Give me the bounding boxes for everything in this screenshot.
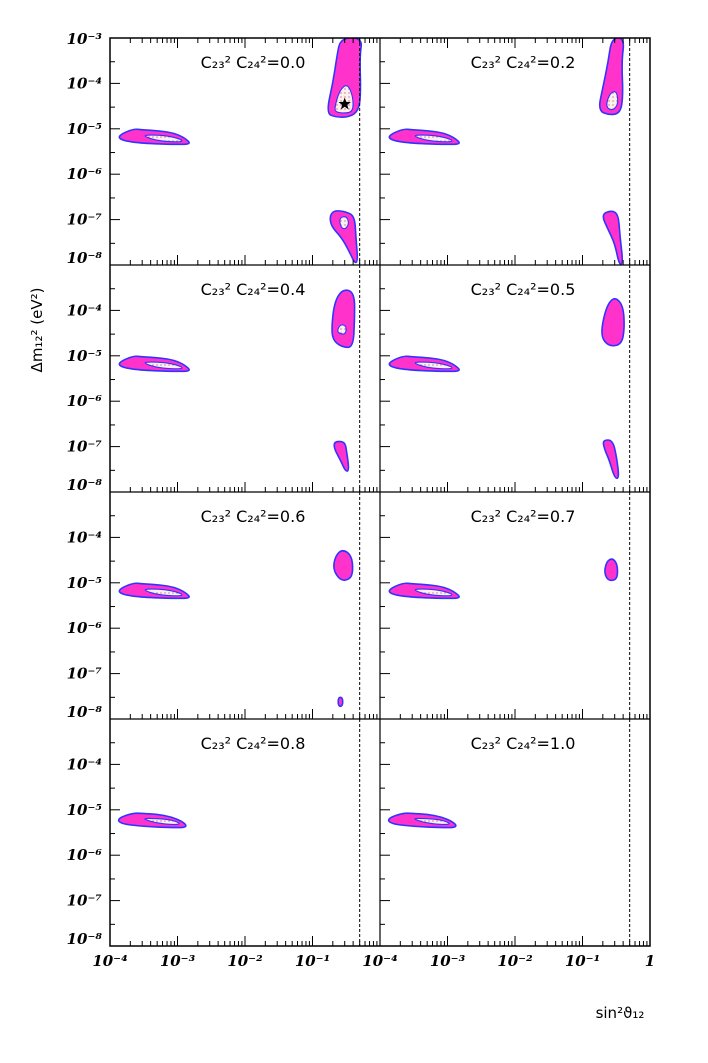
panel-3-region-3-outer	[602, 439, 620, 480]
y-tick-label-row3-2: 10⁻⁵	[67, 801, 103, 819]
panel-4-regions	[118, 549, 354, 708]
panel-0-region-4-outer	[329, 210, 359, 264]
y-tick-label-row2-4: 10⁻⁷	[67, 665, 103, 683]
y-tick-label-row3-4: 10⁻⁷	[67, 892, 103, 910]
panel-5-region-1-inner	[414, 588, 453, 597]
x-tick-label-col1-1: 10⁻³	[430, 952, 466, 970]
panel-5-region-2-outer	[604, 558, 619, 582]
panel-5-regions	[388, 558, 619, 600]
y-tick-label-top: 10⁻³	[67, 30, 103, 48]
panel-1-region-3-inner	[606, 91, 619, 111]
panel-3-region-2-outer	[601, 298, 625, 347]
panel-4-region-1-inner	[144, 588, 183, 597]
y-tick-label-row2-1: 10⁻⁴	[67, 528, 102, 546]
y-tick-label-row3-5: 10⁻⁸	[67, 930, 103, 948]
y-tick-label-row1-2: 10⁻⁵	[67, 347, 103, 365]
panel-3-regions	[388, 298, 625, 480]
x-tick-label-col0-1: 10⁻³	[160, 952, 196, 970]
panel-3-title: C₂₃² C₂₄²=0.5	[471, 280, 576, 299]
panel-7-region-1-inner	[414, 817, 450, 825]
y-tick-label-row0-1: 10⁻⁴	[67, 74, 102, 92]
y-tick-label-row1-5: 10⁻⁸	[67, 476, 103, 494]
x-axis-label: sin²ϑ₁₂	[596, 1004, 645, 1022]
panel-1-title: C₂₃² C₂₄²=0.2	[471, 53, 576, 72]
x-tick-label-col0-3: 10⁻¹	[295, 952, 330, 970]
panel-1-regions	[388, 38, 625, 265]
panel-0-regions	[118, 38, 363, 264]
x-tick-label-col1-0: 10⁻⁴	[362, 952, 397, 970]
x-tick-labels: 10⁻⁴ 10⁻³ 10⁻² 10⁻¹ 10⁻⁴ 10⁻³ 10⁻² 10⁻¹ 1	[92, 952, 655, 970]
y-tick-label-row2-5: 10⁻⁸	[67, 703, 103, 721]
panel-4-region-3-outer	[337, 696, 344, 708]
y-tick-label-row0-5: 10⁻⁸	[67, 249, 103, 267]
x-tick-label-col1-4: 1	[645, 952, 655, 970]
y-tick-label-row1-4: 10⁻⁷	[67, 438, 103, 456]
panel-2-region-2-outer	[331, 289, 356, 349]
panel-2-region-3-inner	[337, 324, 347, 335]
x-tick-label-col0-2: 10⁻²	[227, 952, 263, 970]
panel-1-region-1-inner	[414, 134, 453, 143]
panel-6-regions	[117, 812, 187, 829]
panel-6-region-1-inner	[144, 817, 180, 825]
panel-3-region-1-inner	[414, 361, 453, 370]
y-tick-label-row0-3: 10⁻⁶	[67, 165, 103, 183]
panel-7-title: C₂₃² C₂₄²=1.0	[471, 734, 576, 753]
contour-regions	[117, 38, 625, 829]
y-tick-label-row0-2: 10⁻⁵	[67, 120, 103, 138]
y-tick-labels: 10⁻³ 10⁻⁴ 10⁻⁵ 10⁻⁶ 10⁻⁷ 10⁻⁸ 10⁻⁴ 10⁻⁵ 10⁻⁶ 10⁻⁷…	[67, 30, 103, 948]
panel-2-region-4-outer	[333, 440, 350, 472]
panel-7-regions	[387, 812, 457, 829]
y-axis-label: Δm₁₂² (eV²)	[28, 288, 46, 373]
y-tick-label-row3-1: 10⁻⁴	[67, 755, 102, 773]
y-tick-label-row2-2: 10⁻⁵	[67, 574, 103, 592]
y-tick-label-row2-3: 10⁻⁶	[67, 619, 103, 637]
panel-0-region-5-inner	[339, 216, 349, 230]
panel-0-region-1-inner	[144, 134, 183, 143]
best-fit-star	[338, 97, 351, 110]
panel-2-regions	[118, 289, 356, 472]
panel-0-title: C₂₃² C₂₄²=0.0	[201, 53, 306, 72]
panel-2-title: C₂₃² C₂₄²=0.4	[201, 280, 306, 299]
x-tick-label-col0-0: 10⁻⁴	[92, 952, 127, 970]
reference-lines	[359, 38, 631, 946]
panel-6-title: C₂₃² C₂₄²=0.8	[201, 734, 306, 753]
panel-1-region-4-outer	[602, 210, 624, 265]
best-fit-marker-layer	[338, 97, 351, 110]
panel-2-region-1-inner	[144, 361, 183, 370]
y-tick-label-row3-3: 10⁻⁶	[67, 846, 103, 864]
panel-4-region-2-outer	[333, 549, 354, 581]
y-tick-label-row0-4: 10⁻⁷	[67, 211, 103, 229]
panel-4-title: C₂₃² C₂₄²=0.6	[201, 507, 306, 526]
y-tick-label-row1-3: 10⁻⁶	[67, 392, 103, 410]
axis-ticks	[109, 38, 648, 947]
y-tick-label-row1-1: 10⁻⁴	[67, 301, 102, 319]
x-tick-label-col1-2: 10⁻²	[497, 952, 533, 970]
x-tick-label-col1-3: 10⁻¹	[565, 952, 600, 970]
panel-5-title: C₂₃² C₂₄²=0.7	[471, 507, 576, 526]
panel-titles: C₂₃² C₂₄²=0.0 C₂₃² C₂₄²=0.2 C₂₃² C₂₄²=0.4 C…	[201, 53, 576, 753]
